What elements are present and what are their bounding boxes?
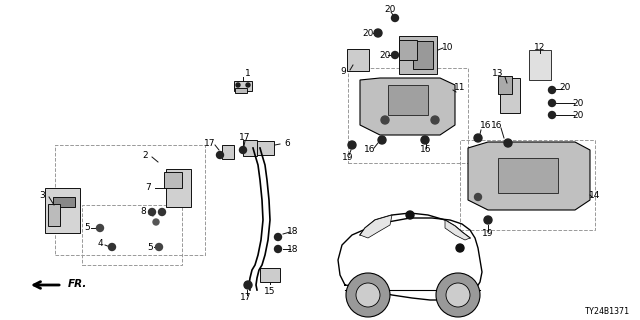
Circle shape — [381, 116, 389, 124]
Circle shape — [153, 219, 159, 225]
Circle shape — [236, 83, 240, 87]
Text: 6: 6 — [284, 139, 290, 148]
Circle shape — [421, 136, 429, 144]
Text: 17: 17 — [240, 293, 252, 302]
Text: 16: 16 — [364, 146, 376, 155]
Bar — [413, 41, 433, 69]
Text: 10: 10 — [442, 43, 454, 52]
Circle shape — [275, 245, 282, 252]
Bar — [348, 68, 468, 163]
Bar — [48, 204, 60, 226]
Bar — [234, 81, 252, 91]
Circle shape — [156, 244, 163, 251]
Text: 15: 15 — [264, 286, 276, 295]
Text: 13: 13 — [492, 68, 504, 77]
Circle shape — [406, 211, 414, 219]
Circle shape — [216, 151, 223, 158]
Text: 19: 19 — [342, 154, 354, 163]
Bar — [399, 40, 417, 60]
Circle shape — [548, 100, 556, 107]
Text: 18: 18 — [287, 228, 299, 236]
Text: 16: 16 — [420, 146, 432, 155]
Text: 16: 16 — [492, 121, 503, 130]
Bar — [399, 36, 437, 74]
Bar — [82, 205, 182, 265]
Text: 8: 8 — [140, 207, 146, 217]
Text: 5: 5 — [84, 223, 90, 233]
Text: 17: 17 — [204, 139, 216, 148]
Polygon shape — [360, 215, 392, 238]
Text: 11: 11 — [454, 84, 466, 92]
Text: 20: 20 — [559, 84, 571, 92]
Text: FR.: FR. — [68, 279, 88, 289]
Text: TY24B1371: TY24B1371 — [585, 308, 630, 316]
Bar — [53, 197, 75, 207]
Circle shape — [484, 216, 492, 224]
Bar — [235, 87, 247, 92]
Circle shape — [392, 14, 399, 21]
Text: 18: 18 — [287, 244, 299, 253]
Circle shape — [456, 244, 464, 252]
Circle shape — [275, 234, 282, 241]
Circle shape — [97, 225, 104, 231]
Circle shape — [244, 281, 252, 289]
Text: 7: 7 — [145, 183, 151, 193]
Text: 12: 12 — [534, 43, 546, 52]
Circle shape — [474, 134, 482, 142]
Bar — [498, 76, 512, 94]
Bar — [45, 188, 79, 233]
Text: 1: 1 — [245, 69, 251, 78]
Text: 4: 4 — [97, 238, 103, 247]
Text: 20: 20 — [380, 51, 390, 60]
Text: 19: 19 — [483, 229, 493, 238]
Circle shape — [378, 136, 386, 144]
Text: 9: 9 — [340, 68, 346, 76]
Circle shape — [346, 273, 390, 317]
Circle shape — [246, 83, 250, 87]
Circle shape — [348, 141, 356, 149]
Bar — [256, 141, 274, 155]
Bar — [260, 268, 280, 282]
Circle shape — [431, 116, 439, 124]
Circle shape — [239, 147, 246, 154]
Bar — [347, 49, 369, 71]
Circle shape — [548, 86, 556, 93]
Text: 20: 20 — [572, 110, 584, 119]
Text: 5: 5 — [147, 243, 153, 252]
Bar — [243, 140, 257, 156]
Text: 14: 14 — [589, 190, 601, 199]
Circle shape — [392, 52, 399, 59]
Polygon shape — [360, 78, 455, 135]
Circle shape — [159, 209, 166, 215]
Polygon shape — [468, 142, 590, 210]
Circle shape — [374, 29, 382, 37]
Text: 20: 20 — [384, 4, 396, 13]
Circle shape — [109, 244, 115, 251]
Circle shape — [548, 111, 556, 118]
Text: 17: 17 — [239, 133, 251, 142]
Circle shape — [446, 283, 470, 307]
Bar — [500, 77, 520, 113]
Text: 20: 20 — [362, 28, 374, 37]
Circle shape — [504, 139, 512, 147]
Bar — [529, 50, 551, 80]
Circle shape — [474, 194, 481, 201]
Text: 20: 20 — [572, 99, 584, 108]
Bar — [164, 172, 182, 188]
Text: 16: 16 — [480, 122, 492, 131]
Text: 2: 2 — [142, 150, 148, 159]
Bar — [460, 140, 595, 230]
Circle shape — [148, 209, 156, 215]
Circle shape — [356, 283, 380, 307]
Bar — [388, 85, 428, 115]
Polygon shape — [445, 220, 470, 240]
Bar — [166, 169, 191, 207]
Bar — [222, 145, 234, 159]
Text: 3: 3 — [39, 190, 45, 199]
Bar — [498, 157, 558, 193]
Bar — [55, 145, 205, 255]
Circle shape — [436, 273, 480, 317]
